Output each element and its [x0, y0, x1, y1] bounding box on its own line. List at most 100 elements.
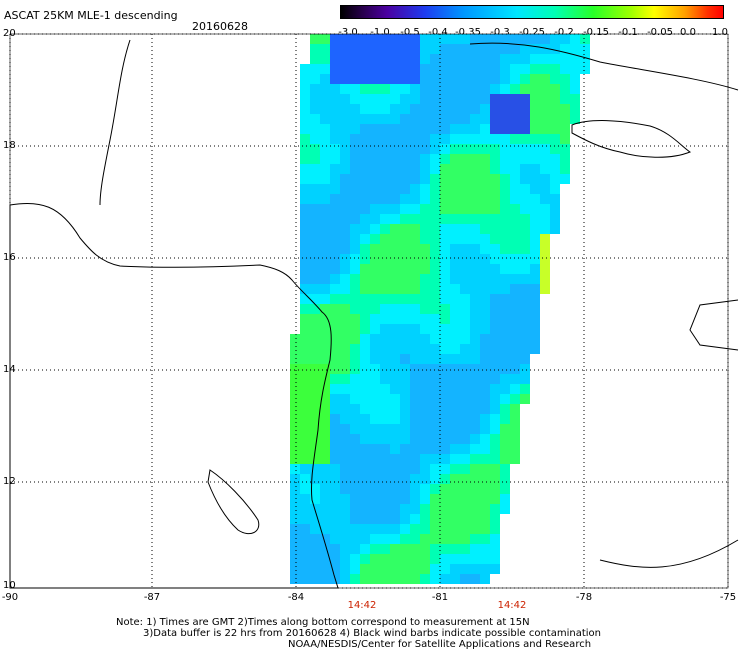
swath-pixel — [420, 224, 430, 234]
swath-pixel — [370, 44, 380, 54]
swath-pixel — [320, 574, 330, 584]
swath-pixel — [430, 134, 440, 144]
swath-pixel — [310, 374, 320, 384]
swath-pixel — [510, 84, 520, 94]
swath-pixel — [360, 444, 370, 454]
swath-pixel — [330, 404, 340, 414]
swath-pixel — [380, 524, 390, 534]
swath-pixel — [440, 494, 450, 504]
swath-pixel — [410, 454, 420, 464]
swath-pixel — [510, 154, 520, 164]
swath-pixel — [420, 574, 430, 584]
swath-pixel — [340, 284, 350, 294]
swath-pixel — [430, 174, 440, 184]
swath-pixel — [430, 464, 440, 474]
swath-pixel — [350, 224, 360, 234]
swath-pixel — [430, 414, 440, 424]
swath-pixel — [320, 194, 330, 204]
swath-pixel — [340, 534, 350, 544]
swath-pixel — [300, 234, 310, 244]
swath-pixel — [480, 144, 490, 154]
swath-pixel — [440, 324, 450, 334]
swath-pixel — [460, 124, 470, 134]
swath-pixel — [420, 54, 430, 64]
swath-pixel — [450, 314, 460, 324]
swath-pixel — [450, 554, 460, 564]
swath-pixel — [400, 424, 410, 434]
swath-pixel — [450, 544, 460, 554]
swath-pixel — [530, 304, 540, 314]
swath-pixel — [440, 114, 450, 124]
swath-pixel — [420, 434, 430, 444]
swath-pixel — [370, 544, 380, 554]
swath-pixel — [480, 84, 490, 94]
swath-pixel — [510, 394, 520, 404]
swath-pixel — [360, 194, 370, 204]
swath-pixel — [320, 54, 330, 64]
swath-pixel — [540, 164, 550, 174]
swath-pixel — [500, 294, 510, 304]
swath-pixel — [410, 224, 420, 234]
colorbar-label: -0.05 — [647, 27, 673, 38]
swath-pixel — [580, 44, 590, 54]
swath-pixel — [330, 264, 340, 274]
swath-pixel — [410, 334, 420, 344]
swath-pixel — [330, 314, 340, 324]
swath-pixel — [560, 144, 570, 154]
swath-pixel — [340, 114, 350, 124]
swath-pixel — [410, 104, 420, 114]
swath-pixel — [360, 454, 370, 464]
swath-pixel — [300, 64, 310, 74]
swath-pixel — [480, 224, 490, 234]
swath-pixel — [410, 54, 420, 64]
swath-pixel — [470, 544, 480, 554]
swath-pixel — [320, 234, 330, 244]
swath-pixel — [370, 284, 380, 294]
swath-pixel — [370, 334, 380, 344]
swath-pixel — [490, 84, 500, 94]
swath-pixel — [470, 414, 480, 424]
swath-pixel — [330, 284, 340, 294]
swath-pixel — [410, 554, 420, 564]
swath-pixel — [470, 224, 480, 234]
swath-pixel — [400, 264, 410, 274]
swath-pixel — [440, 404, 450, 414]
swath-pixel — [500, 274, 510, 284]
swath-pixel — [470, 514, 480, 524]
swath-pixel — [360, 494, 370, 504]
swath-pixel — [500, 44, 510, 54]
swath-pixel — [310, 394, 320, 404]
swath-pixel — [380, 384, 390, 394]
swath-pixel — [520, 144, 530, 154]
swath-pixel — [400, 214, 410, 224]
swath-pixel — [440, 234, 450, 244]
swath-pixel — [360, 424, 370, 434]
swath-pixel — [330, 114, 340, 124]
swath-pixel — [530, 234, 540, 244]
swath-pixel — [500, 504, 510, 514]
swath-pixel — [430, 104, 440, 114]
swath-pixel — [410, 254, 420, 264]
swath-pixel — [490, 224, 500, 234]
swath-pixel — [360, 184, 370, 194]
swath-pixel — [400, 104, 410, 114]
swath-pixel — [310, 234, 320, 244]
swath-pixel — [450, 164, 460, 174]
swath-pixel — [400, 154, 410, 164]
swath-pixel — [560, 64, 570, 74]
swath-pixel — [370, 574, 380, 584]
swath-pixel — [400, 274, 410, 284]
swath-pixel — [390, 354, 400, 364]
swath-pixel — [560, 44, 570, 54]
swath-pixel — [400, 314, 410, 324]
swath-pixel — [380, 364, 390, 374]
swath-pixel — [490, 94, 500, 104]
swath-pixel — [560, 124, 570, 134]
note-line-2: 3)Data buffer is 22 hrs from 20160628 4)… — [143, 628, 601, 639]
swath-pixel — [480, 414, 490, 424]
swath-pixel — [340, 294, 350, 304]
swath-pixel — [490, 294, 500, 304]
swath-pixel — [390, 224, 400, 234]
swath-pixel — [340, 144, 350, 154]
swath-pixel — [450, 404, 460, 414]
